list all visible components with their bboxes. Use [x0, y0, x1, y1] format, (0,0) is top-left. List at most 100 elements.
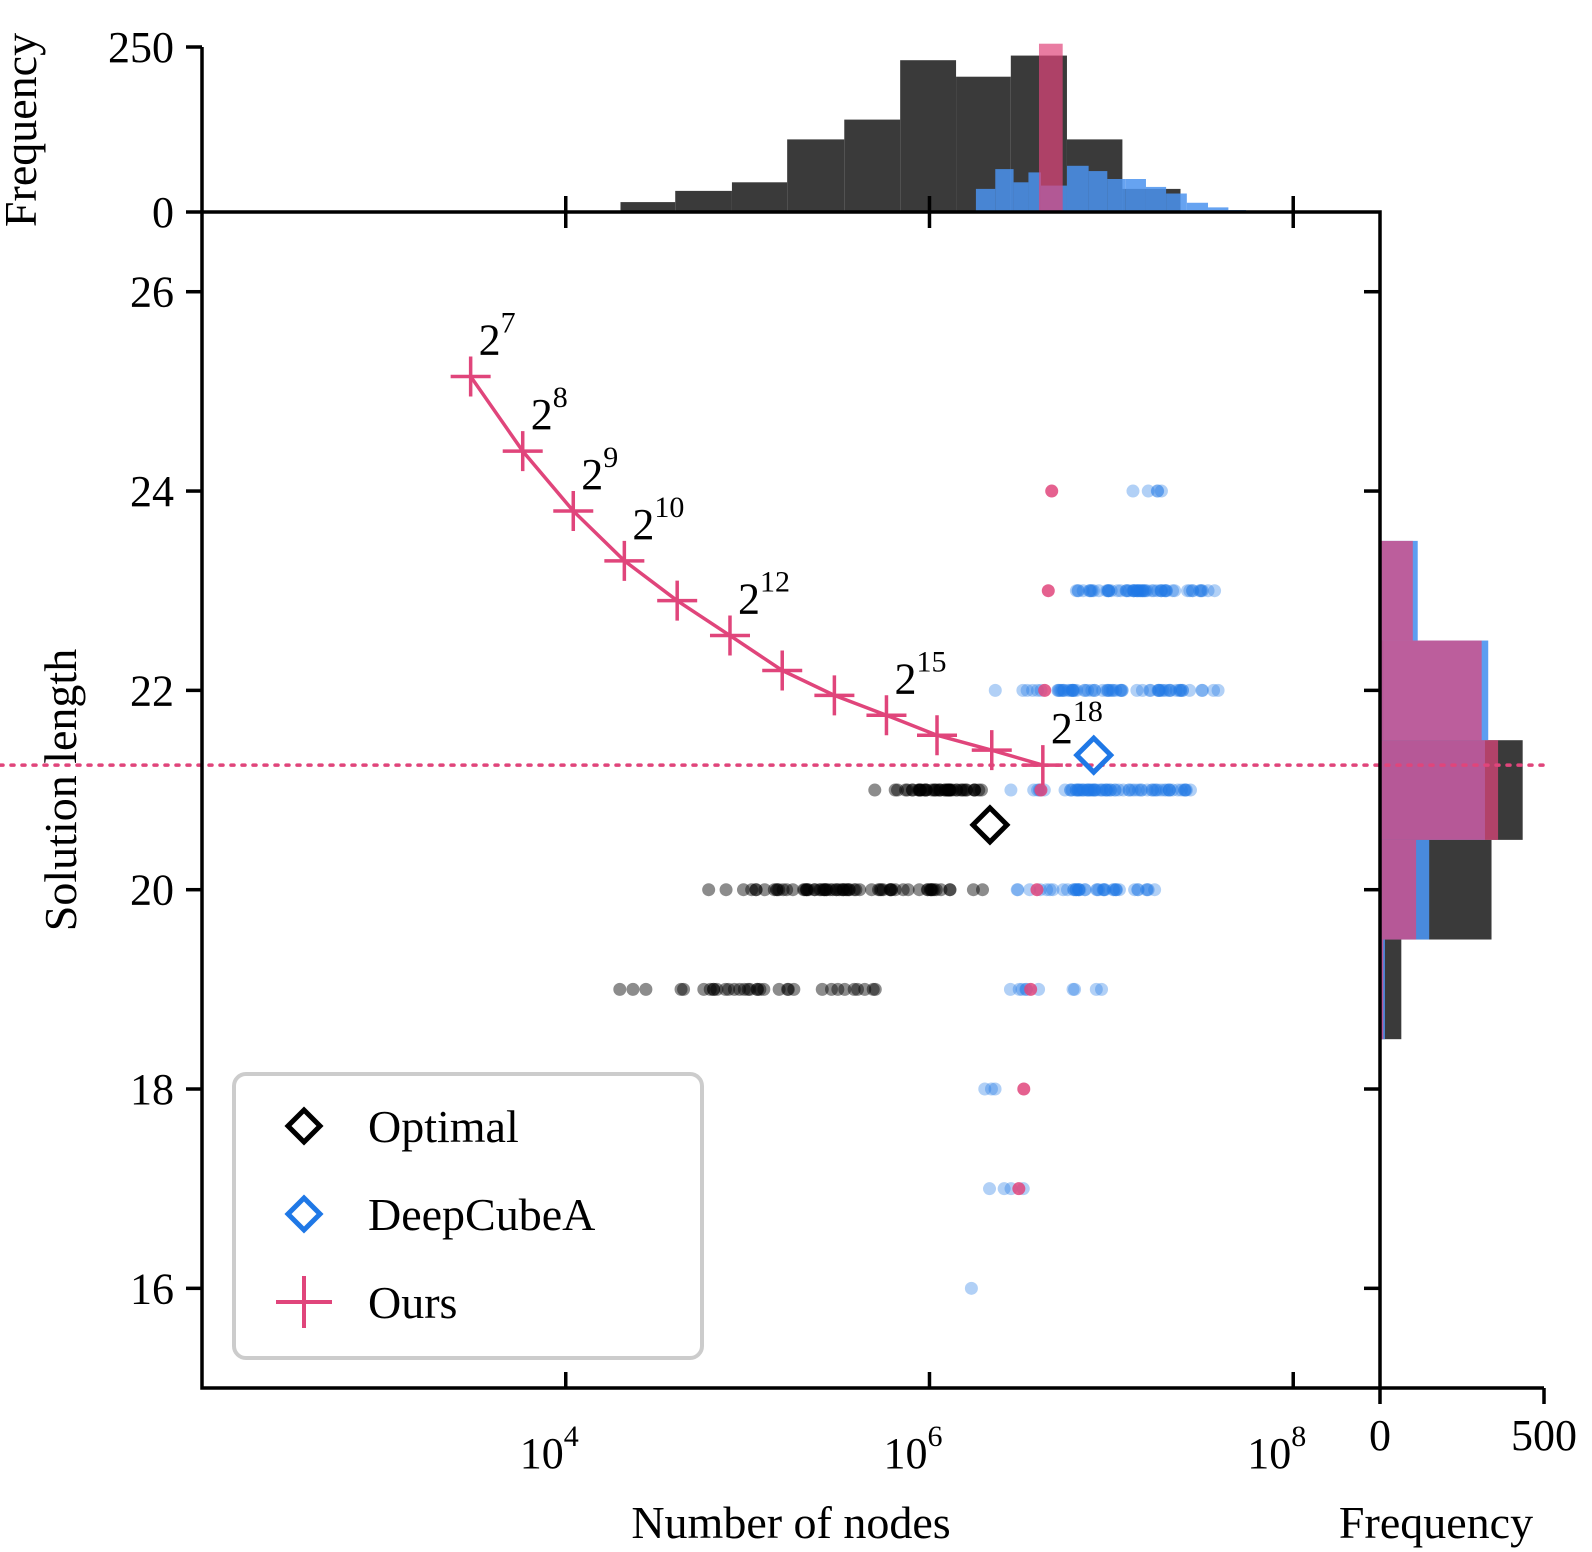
deepcubea-scatter-point-1-23 — [1120, 584, 1134, 598]
deepcubea-scatter-point-3-65 — [1122, 783, 1136, 797]
optimal-scatter-point-2-25 — [815, 982, 829, 996]
optimal-scatter-point-0-20 — [943, 783, 957, 797]
deepcubea-scatter-point-3-51 — [1162, 783, 1176, 797]
deepcubea-scatter-point-3-46 — [1145, 783, 1159, 797]
deepcubea-scatter-point-1-36 — [1150, 584, 1164, 598]
deepcubea-scatter-point-2-11 — [1078, 683, 1092, 697]
deepcubea-scatter-point-2-0 — [988, 683, 1002, 697]
top-hist-deepcubea-bar-0 — [975, 188, 996, 212]
top-hist-deepcubea-bar-11 — [1186, 202, 1209, 212]
deepcubea-scatter-point-2-9 — [1096, 683, 1110, 697]
deepcubea-scatter-point-2-4 — [1016, 683, 1030, 697]
deepcubea-scatter-point-6-0 — [978, 1082, 992, 1096]
deepcubea-scatter-point-3-33 — [1131, 783, 1145, 797]
deepcubea-scatter-point-1-38 — [1166, 584, 1180, 598]
optimal-scatter-point-2-22 — [737, 982, 751, 996]
optimal-scatter-point-0-28 — [955, 783, 969, 797]
deepcubea-scatter-point-1-3 — [1071, 584, 1085, 598]
deepcubea-scatter-point-1-22 — [1147, 584, 1161, 598]
optimal-scatter-point-0-41 — [974, 783, 988, 797]
optimal-scatter-point-1-35 — [883, 883, 897, 897]
ours-scatter-point-7 — [1012, 1182, 1026, 1196]
deepcubea-scatter-point-1-26 — [1102, 584, 1116, 598]
optimal-scatter-point-1-30 — [842, 883, 856, 897]
deepcubea-scatter-point-3-58 — [1157, 783, 1171, 797]
deepcubea-scatter-point-2-41 — [1151, 683, 1165, 697]
deepcubea-scatter-point-3-26 — [1064, 783, 1078, 797]
ours-scatter-point-0 — [1045, 484, 1059, 498]
deepcubea-scatter-point-1-0 — [1069, 584, 1083, 598]
optimal-scatter-point-2-18 — [781, 982, 795, 996]
deepcubea-scatter-point-3-55 — [1134, 783, 1148, 797]
deepcubea-scatter-point-3-8 — [1077, 783, 1091, 797]
top-hist-deepcubea-bar-8 — [1125, 179, 1146, 212]
optimal-scatter-point-1-39 — [847, 883, 861, 897]
optimal-scatter-point-1-28 — [849, 883, 863, 897]
optimal-scatter-point-1-67 — [901, 883, 915, 897]
optimal-scatter-point-0-36 — [950, 783, 964, 797]
deepcubea-scatter-point-1-51 — [1194, 584, 1208, 598]
ours-curve-line — [469, 375, 1044, 767]
deepcubea-scatter-point-1-41 — [1168, 584, 1182, 598]
optimal-scatter-point-2-3 — [722, 982, 736, 996]
legend-deepcubea-marker — [284, 1194, 324, 1234]
deepcubea-scatter-point-2-33 — [1106, 683, 1120, 697]
optimal-scatter-point-1-38 — [800, 883, 814, 897]
deepcubea-scatter-point-1-16 — [1085, 584, 1099, 598]
deepcubea-scatter-point-2-39 — [1103, 683, 1117, 697]
annotation-base: 2 — [1051, 704, 1073, 753]
optimal-scatter-point-2-19 — [787, 982, 801, 996]
deepcubea-scatter-point-2-54 — [1176, 683, 1190, 697]
deepcubea-scatter-point-4-9 — [1072, 883, 1086, 897]
top-hist-optimal-bar-1 — [675, 190, 732, 212]
optimal-scatter-point-1-8 — [776, 883, 790, 897]
deepcubea-scatter-point-4-37 — [1131, 883, 1145, 897]
deepcubea-scatter-point-1-1 — [1102, 584, 1116, 598]
deepcubea-scatter-point-3-27 — [1100, 783, 1114, 797]
optimal-scatter-point-1-63 — [920, 883, 934, 897]
optimal-scatter-point-0-31 — [938, 783, 952, 797]
deepcubea-scatter-point-1-6 — [1076, 584, 1090, 598]
deepcubea-scatter-point-1-17 — [1119, 584, 1133, 598]
deepcubea-scatter-point-4-1 — [1040, 883, 1054, 897]
optimal-scatter-point-0-22 — [913, 783, 927, 797]
deepcubea-scatter-point-1-29 — [1138, 584, 1152, 598]
top-hist-deepcubea-bar-9 — [1145, 186, 1167, 212]
optimal-scatter-point-1-55 — [874, 883, 888, 897]
deepcubea-scatter-point-3-48 — [1099, 783, 1113, 797]
top-hist-optimal-bar-2 — [731, 182, 788, 212]
optimal-scatter-point-1-5 — [749, 883, 763, 897]
optimal-scatter-point-0-18 — [932, 783, 946, 797]
deepcubea-scatter-point-3-30 — [1122, 783, 1136, 797]
deepcubea-scatter-point-4-11 — [1078, 883, 1092, 897]
optimal-scatter-point-2-17 — [781, 982, 795, 996]
deepcubea-scatter-point-2-14 — [1065, 683, 1079, 697]
deepcubea-scatter-point-3-52 — [1149, 783, 1163, 797]
annotation-base: 2 — [632, 500, 654, 549]
y-tick-label-1: 18 — [130, 1065, 174, 1114]
deepcubea-scatter-point-4-6 — [1011, 883, 1025, 897]
tick-base: 10 — [1247, 1429, 1291, 1478]
deepcubea-scatter-point-3-50 — [1088, 783, 1102, 797]
top-hist-optimal-bar-3 — [787, 139, 845, 212]
deepcubea-scatter-point-4-5 — [1067, 883, 1081, 897]
optimal-scatter-point-0-23 — [933, 783, 947, 797]
deepcubea-scatter-point-4-0 — [1010, 883, 1024, 897]
optimal-scatter-point-0-37 — [945, 783, 959, 797]
deepcubea-scatter-point-1-58 — [1160, 584, 1174, 598]
deepcubea-scatter-point-3-11 — [1083, 783, 1097, 797]
y-axis-label: Solution length — [35, 649, 86, 931]
deepcubea-scatter-point-2-19 — [1051, 683, 1065, 697]
y-tick-label-5: 26 — [130, 268, 174, 317]
top-hist-y-tick-label-0: 0 — [152, 188, 174, 237]
optimal-scatter-point-1-40 — [818, 883, 832, 897]
deepcubea-scatter-point-4-2 — [1043, 883, 1057, 897]
optimal-scatter-point-1-47 — [888, 883, 902, 897]
legend-deepcubea-label: DeepCubeA — [368, 1189, 595, 1240]
deepcubea-scatter-point-2-45 — [1172, 683, 1186, 697]
deepcubea-scatter-point-3-39 — [1108, 783, 1122, 797]
deepcubea-scatter-point-2-43 — [1130, 683, 1144, 697]
optimal-scatter-point-0-44 — [968, 783, 982, 797]
optimal-scatter-point-0-35 — [942, 783, 956, 797]
